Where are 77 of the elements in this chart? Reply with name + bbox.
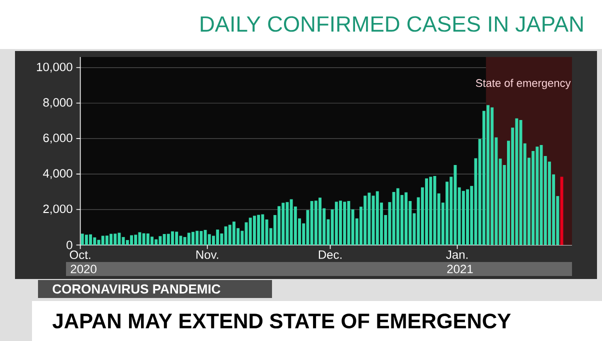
bar xyxy=(454,165,457,245)
bar xyxy=(122,237,125,245)
bar xyxy=(183,237,186,245)
text: CORONAVIRUS PANDEMIC xyxy=(52,284,220,294)
bar xyxy=(89,234,92,245)
bar xyxy=(101,236,104,245)
bar xyxy=(257,214,260,245)
bar xyxy=(248,218,252,245)
bar xyxy=(110,234,113,245)
bar xyxy=(466,189,469,245)
bar xyxy=(396,188,400,245)
bar xyxy=(368,192,371,245)
bar xyxy=(105,236,108,245)
bar xyxy=(334,202,338,245)
bar xyxy=(150,236,154,245)
bar xyxy=(114,234,117,245)
text: 2021 xyxy=(447,264,473,274)
bar xyxy=(80,234,84,245)
bar xyxy=(429,176,432,245)
bar xyxy=(130,235,133,245)
bar xyxy=(158,236,162,245)
bar xyxy=(425,178,428,245)
bar xyxy=(339,200,342,245)
bar xyxy=(192,232,194,245)
bar xyxy=(404,192,408,245)
y-tick-label: 4,000 xyxy=(43,169,72,180)
bar xyxy=(278,206,281,245)
bar xyxy=(282,202,285,245)
chart-title: DAILY CONFIRMED CASES IN JAPAN xyxy=(200,16,583,32)
bar xyxy=(228,224,232,245)
bar xyxy=(134,234,138,245)
text: 2020 xyxy=(70,264,96,274)
y-tick-label: 0 xyxy=(66,240,72,250)
bar xyxy=(347,201,350,245)
bar xyxy=(216,230,220,245)
bar xyxy=(84,234,88,245)
x-tick-label: Dec. xyxy=(318,250,342,259)
bar xyxy=(171,231,174,245)
bar xyxy=(142,233,146,245)
y-tick-label: 8,000 xyxy=(43,98,72,108)
bar xyxy=(187,232,190,245)
bar xyxy=(93,237,96,245)
bar xyxy=(462,190,465,245)
bar xyxy=(252,216,256,245)
bar xyxy=(208,234,211,245)
bar xyxy=(146,233,150,245)
x-tick-label: Nov. xyxy=(196,250,218,259)
bar xyxy=(318,198,322,245)
bar xyxy=(314,200,318,245)
bar xyxy=(515,118,518,245)
bar xyxy=(310,201,314,245)
bar xyxy=(175,232,178,245)
bar xyxy=(232,222,236,245)
bar xyxy=(196,230,199,245)
bar xyxy=(166,234,170,245)
bar xyxy=(204,230,207,245)
bar xyxy=(154,239,158,245)
band-label: State of emergency xyxy=(476,78,571,90)
bar xyxy=(376,191,379,245)
bar xyxy=(261,214,264,245)
bar xyxy=(364,196,367,245)
y-tick-label: 6,000 xyxy=(43,134,72,144)
bar xyxy=(290,199,293,245)
bar xyxy=(200,230,203,245)
x-tick-label: Oct. xyxy=(70,250,90,260)
bar xyxy=(486,105,490,245)
bar xyxy=(162,234,166,245)
bar xyxy=(490,107,494,245)
y-tick-label: 2,000 xyxy=(43,204,72,214)
bar xyxy=(519,120,522,245)
bar xyxy=(179,236,182,245)
bar xyxy=(536,146,539,245)
bar xyxy=(343,202,346,245)
text: JAPAN MAY EXTEND STATE OF EMERGENCY xyxy=(52,314,511,328)
bar xyxy=(138,232,142,245)
x-tick-label: Jan. xyxy=(446,250,468,259)
y-tick-label: 10,000 xyxy=(36,62,72,73)
